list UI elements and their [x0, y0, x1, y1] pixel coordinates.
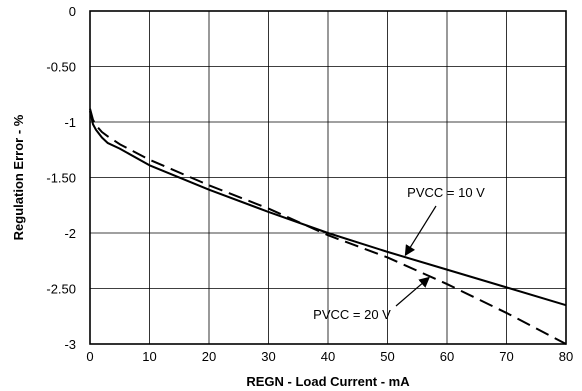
y-tick-label: -2.50: [46, 282, 76, 297]
plot-frame: [89, 10, 567, 345]
annotation-arrow-pvcc-20v: [395, 276, 430, 307]
x-tick-label: 70: [499, 349, 513, 364]
x-tick-label: 40: [321, 349, 335, 364]
x-axis-label: REGN - Load Current - mA: [246, 374, 410, 389]
y-axis-label: Regulation Error - %: [11, 114, 26, 240]
y-tick-labels: 0 -0.50 -1 -1.50 -2 -2.50 -3: [46, 4, 76, 352]
y-tick-label: -3: [64, 337, 76, 352]
annotations: PVCC = 10 V PVCC = 20 V: [313, 185, 485, 322]
x-tick-label: 0: [86, 349, 93, 364]
x-tick-label: 60: [440, 349, 454, 364]
y-tick-label: -2: [64, 226, 76, 241]
y-tick-label: 0: [69, 4, 76, 19]
grid: [90, 11, 566, 344]
annotation-arrow-pvcc-10v: [404, 205, 437, 257]
y-tick-label: -0.50: [46, 60, 76, 75]
annotation-pvcc-10v: PVCC = 10 V: [407, 185, 485, 200]
annotation-pvcc-20v: PVCC = 20 V: [313, 307, 391, 322]
x-tick-label: 30: [261, 349, 275, 364]
x-tick-label: 10: [142, 349, 156, 364]
x-tick-label: 50: [380, 349, 394, 364]
x-tick-labels: 0 10 20 30 40 50 60 70 80: [86, 349, 573, 364]
series-line-pvcc-10v: [89, 110, 567, 307]
series-lines: [89, 108, 567, 345]
x-tick-label: 80: [559, 349, 573, 364]
y-tick-label: -1.50: [46, 171, 76, 186]
x-tick-label: 20: [202, 349, 216, 364]
y-tick-label: -1: [64, 115, 76, 130]
series-line-pvcc-20v: [89, 108, 567, 345]
